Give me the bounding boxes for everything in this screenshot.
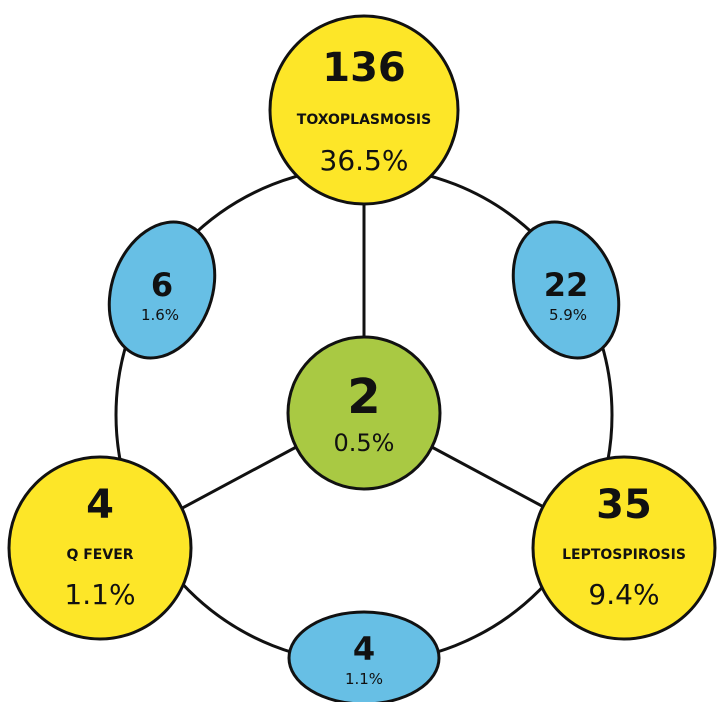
leptospirosis-count: 35 — [596, 482, 652, 528]
node-toxo-qfever: 6 1.6% — [91, 207, 233, 373]
qfever-lepto-count: 4 — [353, 630, 375, 668]
node-toxoplasmosis: 136 TOXOPLASMOSIS 36.5% — [270, 16, 458, 204]
node-leptospirosis: 35 LEPTOSPIROSIS 9.4% — [533, 457, 715, 639]
q-fever-percent: 1.1% — [64, 578, 135, 611]
leptospirosis-label: LEPTOSPIROSIS — [562, 547, 686, 563]
toxoplasmosis-percent: 36.5% — [320, 144, 409, 177]
node-q-fever: 4 Q FEVER 1.1% — [9, 457, 191, 639]
toxoplasmosis-count: 136 — [322, 45, 406, 91]
toxo-lepto-percent: 5.9% — [549, 306, 587, 324]
qfever-lepto-percent: 1.1% — [345, 670, 383, 688]
node-all-three: 2 0.5% — [288, 337, 440, 489]
toxo-lepto-count: 22 — [544, 266, 589, 304]
q-fever-count: 4 — [86, 482, 114, 528]
all-three-percent: 0.5% — [334, 429, 395, 457]
toxoplasmosis-label: TOXOPLASMOSIS — [297, 112, 431, 128]
node-qfever-lepto: 4 1.1% — [289, 612, 439, 702]
q-fever-label: Q FEVER — [66, 547, 133, 563]
all-three-count: 2 — [347, 369, 380, 425]
leptospirosis-percent: 9.4% — [588, 578, 659, 611]
toxo-qfever-percent: 1.6% — [141, 306, 179, 324]
node-toxo-lepto: 22 5.9% — [495, 207, 637, 373]
toxo-qfever-count: 6 — [151, 266, 173, 304]
